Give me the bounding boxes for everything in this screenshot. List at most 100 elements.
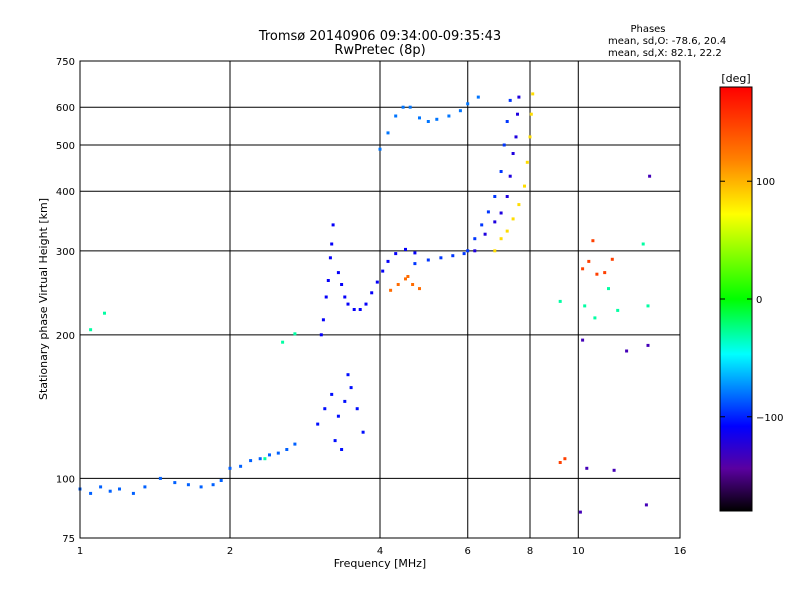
x-axis-label: Frequency [MHz]: [334, 557, 426, 570]
data-point: [595, 272, 599, 276]
data-point: [143, 485, 147, 489]
data-point: [644, 503, 648, 507]
stats-line-o: mean, sd,O: -78.6, 20.4: [608, 36, 726, 47]
data-point: [516, 112, 519, 116]
data-point: [426, 120, 430, 123]
colorbar-label: [deg]: [721, 72, 750, 85]
data-point: [336, 271, 340, 275]
data-point: [321, 318, 325, 322]
data-point: [331, 223, 335, 227]
data-point: [426, 258, 430, 262]
data-point: [418, 287, 421, 291]
data-point: [211, 483, 215, 487]
data-point: [394, 252, 398, 256]
data-point: [404, 277, 407, 281]
data-points: [78, 92, 652, 514]
data-point: [118, 487, 121, 491]
data-point: [396, 283, 400, 286]
data-point: [281, 340, 285, 344]
x-tick-label: 4: [377, 546, 383, 557]
y-tick-label: 200: [56, 331, 75, 342]
data-point: [346, 373, 350, 377]
data-point: [514, 135, 518, 139]
y-tick-label: 500: [56, 141, 75, 152]
data-point: [603, 271, 607, 275]
stats-line-x: mean, sd,X: 82.1, 22.2: [608, 48, 722, 59]
data-point: [558, 461, 562, 464]
colorbar-tick-label: −100: [756, 413, 783, 424]
data-point: [558, 299, 562, 303]
data-point: [563, 457, 567, 461]
data-point: [439, 256, 443, 260]
data-point: [108, 489, 112, 493]
data-point: [386, 131, 390, 135]
data-point: [349, 386, 353, 390]
y-tick-label: 300: [56, 247, 75, 258]
data-point: [462, 252, 466, 256]
data-point: [285, 448, 289, 451]
data-point: [411, 283, 415, 286]
data-point: [451, 254, 455, 258]
data-point: [336, 414, 340, 418]
data-point: [505, 229, 509, 233]
y-axis-ticks: 75 100 200 300 400 500 600 750: [56, 57, 75, 545]
data-point: [648, 174, 652, 178]
data-point: [358, 308, 362, 311]
data-point: [389, 288, 393, 292]
data-point: [583, 304, 587, 308]
data-point: [531, 92, 535, 96]
data-point: [505, 195, 509, 198]
x-tick-label: 16: [674, 546, 687, 557]
data-point: [511, 152, 515, 155]
y-tick-label: 75: [62, 534, 75, 545]
data-point: [381, 269, 385, 273]
data-point: [386, 259, 390, 263]
data-point: [293, 332, 297, 336]
data-point: [131, 491, 135, 495]
data-point: [435, 117, 439, 121]
data-point: [89, 491, 93, 495]
y-tick-label: 600: [56, 103, 75, 114]
data-point: [476, 95, 480, 99]
chart-title: Tromsø 20140906 09:34:00-09:35:43: [258, 29, 501, 44]
x-axis-ticks: 1 2 4 6 8 10 16: [77, 546, 687, 557]
data-point: [517, 203, 521, 207]
stats-heading: Phases: [630, 24, 665, 35]
data-point: [418, 116, 421, 120]
data-point: [406, 275, 410, 278]
data-point: [499, 211, 503, 215]
data-point: [404, 247, 407, 251]
data-point: [493, 249, 497, 253]
data-point: [370, 291, 374, 295]
chart-subtitle: RwPretec (8p): [334, 43, 425, 58]
data-point: [473, 237, 477, 241]
data-point: [610, 257, 614, 261]
data-point: [239, 464, 243, 468]
data-point: [364, 302, 368, 306]
data-point: [578, 510, 582, 514]
data-point: [158, 476, 162, 480]
data-point: [333, 439, 337, 443]
data-point: [466, 249, 470, 253]
data-point: [361, 430, 365, 434]
data-point: [466, 102, 470, 106]
colorbar-ticks: 100 0 −100: [720, 177, 783, 424]
data-point: [505, 120, 509, 123]
data-point: [99, 485, 103, 489]
data-point: [483, 232, 487, 236]
data-point: [186, 483, 190, 487]
data-point: [508, 98, 512, 102]
data-point: [330, 242, 334, 246]
data-point: [330, 392, 334, 396]
data-point: [587, 259, 591, 263]
data-point: [646, 343, 650, 347]
data-point: [258, 457, 262, 461]
data-point: [473, 249, 477, 253]
data-point: [585, 466, 589, 470]
data-point: [228, 466, 232, 470]
data-point: [593, 316, 597, 320]
data-point: [293, 442, 297, 446]
data-point: [343, 295, 347, 299]
data-point: [323, 407, 327, 411]
